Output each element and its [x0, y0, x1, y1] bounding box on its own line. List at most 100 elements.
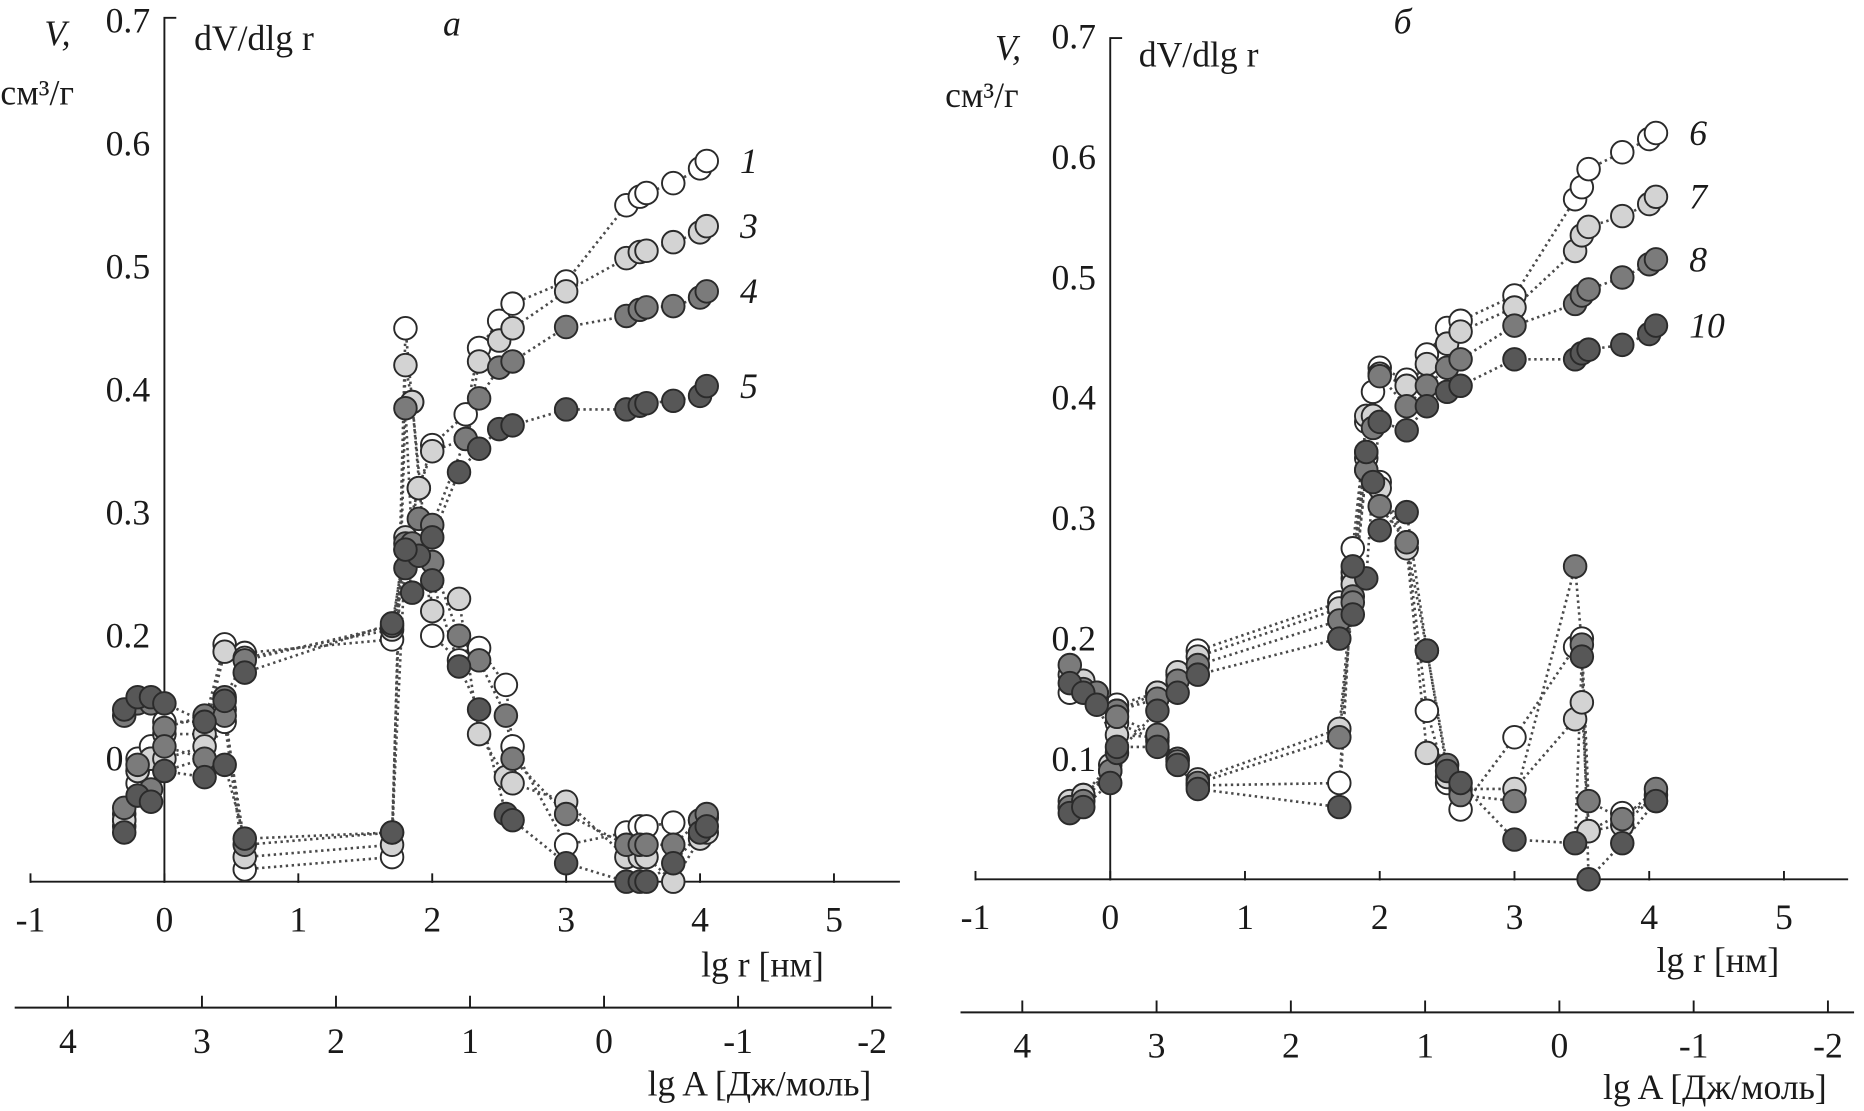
series-5-integral-point [152, 691, 177, 716]
series-3-integral-point [466, 349, 492, 374]
series-5-differential-point [634, 869, 659, 894]
series-5-differential-point [379, 820, 405, 845]
series-8-integral-point [1576, 277, 1601, 302]
series-8-differential-point [1104, 704, 1130, 730]
y-tick-label: 0.2 [106, 616, 151, 656]
series-3-differential-point [500, 771, 525, 796]
series-10-differential-point [1562, 830, 1588, 856]
x-tick-label: 1 [1236, 897, 1254, 937]
series-8-integral-point [1610, 265, 1635, 290]
series-3-differential-point [419, 598, 445, 624]
series-6-integral-point [1610, 140, 1635, 165]
series-10-integral-point [1185, 662, 1211, 687]
series-6-integral-point [1576, 156, 1601, 182]
series-10-integral-point [1414, 394, 1440, 419]
series-10-integral-line [1069, 324, 1658, 815]
series-8-differential-point [1367, 493, 1392, 519]
x2-tick-label: 2 [327, 1021, 345, 1061]
series-5-integral-point [232, 660, 257, 685]
series-10-differential-point [1569, 644, 1595, 669]
series-4-integral-point [694, 279, 719, 304]
y-axis [163, 16, 177, 882]
series-4-integral-point [553, 314, 579, 340]
series-10-integral-point [1071, 794, 1096, 820]
series-5-integral-point [192, 709, 217, 735]
x-tick-label: 5 [1775, 897, 1793, 937]
series-label: 8 [1689, 239, 1707, 279]
series-10-differential-point [1165, 752, 1190, 778]
series-10-differential-point [1145, 734, 1170, 760]
series-5-differential-point [694, 814, 719, 839]
series-6-integral-line [1068, 131, 1657, 809]
series-8-differential-point [1610, 806, 1635, 832]
series-10-differential-point [1610, 830, 1635, 856]
x2-tick-label: 4 [1013, 1026, 1031, 1066]
series-5-integral-point [212, 688, 237, 714]
y-axis-unit: см³/г [0, 73, 74, 113]
y-tick-label: 0.7 [1051, 17, 1096, 57]
series-5-integral-point [634, 391, 659, 416]
y-axis-unit: см³/г [945, 75, 1019, 115]
series-label: 7 [1689, 177, 1709, 217]
series-4-differential-point [125, 752, 150, 778]
series-4-integral-point [500, 349, 525, 374]
series-10-integral-point [1340, 602, 1366, 627]
series-label: 4 [740, 271, 758, 311]
series-8-integral-point [1502, 313, 1527, 338]
series-5-differential-point [399, 580, 425, 605]
series-8-differential-point [1502, 788, 1527, 814]
series-7-integral-point [1448, 319, 1473, 344]
series-3-integral-point [419, 438, 445, 464]
y-axis [1109, 37, 1123, 880]
series-3-differential-point [446, 586, 472, 612]
x2-tick-label: 0 [1550, 1026, 1568, 1066]
y-tick-label: 0.4 [1051, 378, 1096, 418]
x2-tick-label: 1 [461, 1021, 479, 1061]
series-4-differential-point [500, 746, 525, 771]
x2-tick-label: 0 [595, 1021, 613, 1061]
series-5-differential-point [553, 850, 579, 876]
series-5-integral-point [500, 413, 525, 438]
series-5-differential-point [466, 697, 492, 722]
series-3-integral-point [553, 279, 579, 304]
series-5-differential-point [446, 654, 472, 679]
series-5-differential-point [138, 789, 164, 814]
series-10-differential-point [1104, 734, 1130, 760]
series-8-integral-point [1414, 373, 1440, 399]
series-8-integral-point [1643, 247, 1669, 272]
series-1-integral-point [694, 148, 719, 174]
series-10-integral-point [1360, 469, 1386, 495]
x-tick-label: 2 [1371, 897, 1389, 937]
series-4-differential-point [493, 703, 519, 728]
series-6-differential-point [1327, 770, 1352, 796]
x2-tick-label: -2 [1813, 1026, 1843, 1066]
x2-tick-label: -2 [857, 1021, 887, 1061]
y-tick-label: 0.5 [1051, 257, 1096, 297]
series-3-integral-point [634, 238, 659, 264]
y-tick-label: 0.6 [1051, 137, 1096, 177]
series-5-integral-point [379, 611, 405, 636]
x-axis-label: lg r [нм] [701, 945, 824, 985]
series-3-integral-point [661, 229, 686, 255]
x-tick-label: 4 [691, 900, 709, 940]
series-8-integral-point [1394, 394, 1419, 419]
series-5-integral-point [553, 397, 579, 422]
series-10-integral-point [1097, 770, 1123, 796]
y-axis-label: V, [995, 27, 1021, 67]
x-tick-label: -1 [16, 900, 46, 940]
series-1-differential-point [661, 810, 686, 835]
series-10-integral-point [1448, 373, 1473, 399]
series-1-differential-point [419, 623, 445, 648]
x-tick-label: -1 [961, 897, 991, 937]
series-7-differential-point [1414, 740, 1440, 766]
series-10-differential-line [1069, 451, 1658, 883]
series-4-integral-point [634, 295, 659, 320]
series-label: 5 [740, 366, 758, 406]
series-10-differential-point [1414, 638, 1440, 663]
series-3-integral-point [406, 475, 432, 501]
series-3-integral-point [500, 316, 525, 341]
x2-tick-label: -1 [1679, 1026, 1709, 1066]
series-7-integral-point [1643, 184, 1669, 210]
series-8-differential-point [1562, 554, 1588, 579]
